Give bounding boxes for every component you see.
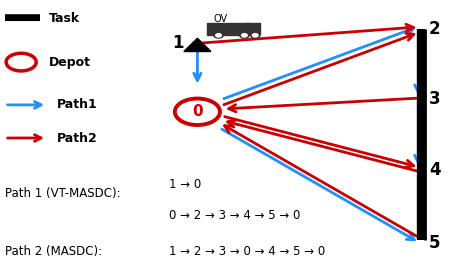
Text: 2: 2 [429,20,441,38]
Circle shape [214,33,223,38]
Text: 3: 3 [429,90,441,108]
FancyBboxPatch shape [246,23,260,34]
Text: Depot: Depot [49,55,91,69]
Text: Path 1 (VT-MASDC):: Path 1 (VT-MASDC): [5,187,120,200]
Circle shape [251,33,260,38]
Text: Task: Task [49,12,80,25]
Text: 0: 0 [192,104,203,119]
Circle shape [242,34,247,37]
Text: Path 2 (MASDC):: Path 2 (MASDC): [5,245,102,258]
Polygon shape [184,38,211,52]
Circle shape [6,53,36,71]
Text: 0 → 2 → 3 → 4 → 5 → 0: 0 → 2 → 3 → 4 → 5 → 0 [169,209,301,222]
Text: 1 → 2 → 3 → 0 → 4 → 5 → 0: 1 → 2 → 3 → 0 → 4 → 5 → 0 [169,245,325,258]
Text: 5: 5 [429,234,440,252]
Text: 0: 0 [17,57,25,67]
Circle shape [216,34,221,37]
Circle shape [175,99,220,125]
Text: OV: OV [214,14,228,24]
Text: 4: 4 [429,161,441,179]
Text: 1: 1 [172,34,183,52]
Circle shape [240,33,249,38]
Text: Path2: Path2 [56,131,97,145]
Circle shape [252,34,258,37]
Text: Path1: Path1 [56,98,97,112]
Text: 1 → 0: 1 → 0 [169,178,202,192]
FancyBboxPatch shape [207,23,249,35]
